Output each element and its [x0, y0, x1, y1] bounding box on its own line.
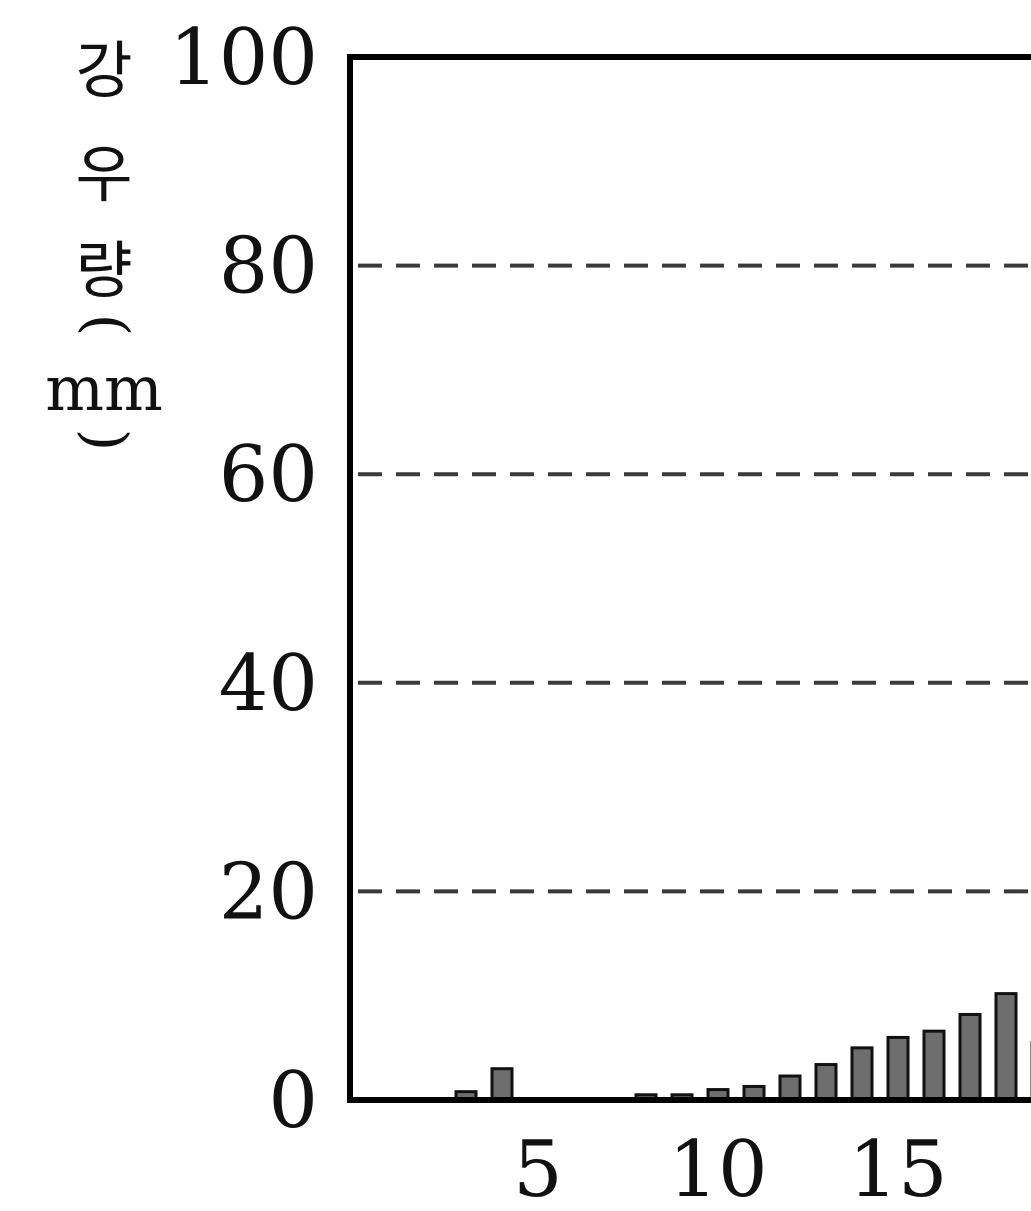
y-axis-unit-paren-close: )	[72, 429, 140, 452]
y-tick-label: 100	[169, 13, 318, 103]
bar	[922, 1029, 946, 1102]
y-axis-label-char: 량	[75, 234, 132, 307]
bar	[958, 1012, 982, 1102]
bar	[490, 1067, 514, 1102]
y-axis-unit: mm	[45, 352, 163, 425]
y-axis-label-char: 우	[75, 138, 132, 211]
bar	[886, 1035, 910, 1102]
y-tick-label: 80	[219, 222, 318, 312]
x-tick-label: 20	[1028, 1125, 1031, 1211]
y-tick-label: 0	[268, 1056, 318, 1146]
x-tick-label: 10	[668, 1125, 767, 1211]
y-axis-unit-paren-open: (	[73, 314, 141, 337]
bar	[850, 1046, 874, 1102]
y-tick-labels: 0 20 40 60 80 100	[169, 13, 318, 1146]
y-tick-label: 20	[219, 847, 318, 937]
bar	[814, 1063, 838, 1102]
y-axis-label: 강 우 량 ( mm )	[45, 34, 163, 451]
x-tick-labels: 5 10 15 20	[513, 1125, 1031, 1211]
bar	[778, 1074, 802, 1102]
x-tick-label: 15	[848, 1125, 947, 1211]
x-tick-label: 5	[513, 1125, 563, 1211]
bar	[994, 992, 1018, 1102]
y-axis-label-char: 강	[75, 34, 132, 107]
bars	[454, 992, 1031, 1102]
grid-lines	[358, 263, 1031, 894]
axes	[347, 54, 1031, 1103]
y-tick-label: 60	[219, 430, 318, 520]
y-tick-label: 40	[219, 639, 318, 729]
